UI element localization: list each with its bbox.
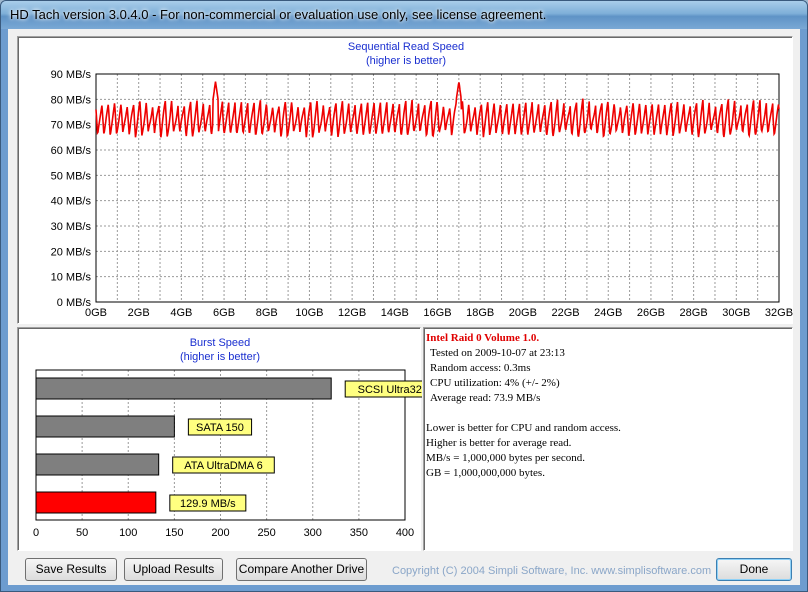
x-tick-label: 12GB (338, 307, 366, 319)
tested-on-text: Tested on 2009-10-07 at 23:13 (430, 347, 565, 359)
x-tick-label: 250 (257, 527, 275, 539)
burst-chart-title: Burst Speed (189, 337, 251, 349)
x-tick-label: 2GB (128, 307, 150, 319)
drive-name: Intel Raid 0 Volume 1.0. (426, 332, 540, 344)
note-lower-better: Lower is better for CPU and random acces… (426, 422, 621, 434)
x-tick-label: 14GB (381, 307, 409, 319)
y-tick-label: 20 MB/s (51, 246, 92, 258)
note-higher-better: Higher is better for average read. (426, 437, 572, 449)
x-tick-label: 32GB (765, 307, 793, 319)
y-tick-label: 40 MB/s (51, 196, 92, 208)
bar-label: 129.9 MB/s (180, 498, 236, 510)
x-tick-label: 100 (119, 527, 137, 539)
sequential-read-panel: Sequential Read Speed (higher is better)… (17, 36, 793, 324)
x-tick-label: 22GB (551, 307, 579, 319)
note-gb-definition: GB = 1,000,000,000 bytes. (426, 467, 545, 479)
title-bar[interactable]: HD Tach version 3.0.4.0 - For non-commer… (1, 1, 807, 29)
x-tick-label: 10GB (295, 307, 323, 319)
window-title: HD Tach version 3.0.4.0 - For non-commer… (10, 7, 547, 22)
bar-label-box (344, 380, 422, 398)
burst-chart-subtitle: (higher is better) (179, 351, 261, 363)
average-read-text: Average read: 73.9 MB/s (430, 392, 541, 404)
bar-label: ATA UltraDMA 6 (184, 460, 262, 472)
x-tick-label: 20GB (509, 307, 537, 319)
bar-label: SCSI Ultra320 (358, 384, 422, 396)
y-tick-label: 80 MB/s (51, 94, 92, 106)
sequential-chart-subtitle: (higher is better) (365, 55, 447, 67)
x-tick-label: 18GB (466, 307, 494, 319)
y-tick-label: 50 MB/s (51, 170, 92, 182)
x-tick-label: 28GB (680, 307, 708, 319)
y-tick-label: 60 MB/s (51, 145, 92, 157)
burst-bar (35, 415, 175, 438)
copyright-link[interactable]: Copyright (C) 2004 Simpli Software, Inc.… (392, 565, 712, 577)
bar-label: SATA 150 (196, 422, 244, 434)
burst-bar (35, 377, 332, 400)
x-tick-label: 50 (76, 527, 88, 539)
x-tick-label: 300 (304, 527, 322, 539)
x-tick-label: 16GB (423, 307, 451, 319)
y-tick-label: 90 MB/s (51, 69, 92, 81)
bar-label-box (187, 418, 253, 436)
cpu-utilization-text: CPU utilization: 4% (+/- 2%) (430, 377, 560, 389)
x-tick-label: 200 (211, 527, 229, 539)
x-tick-label: 0 (33, 527, 39, 539)
y-tick-label: 0 MB/s (57, 297, 92, 309)
burst-speed-panel: Burst Speed (higher is better) 0 50 100 150… (17, 327, 422, 551)
random-access-text: Random access: 0.3ms (430, 362, 531, 374)
y-tick-label: 30 MB/s (51, 221, 92, 233)
bar-label-box (169, 494, 247, 512)
plot-area-border (95, 73, 780, 303)
upload-results-button[interactable]: Upload Results (124, 558, 223, 581)
x-tick-label: 400 (396, 527, 414, 539)
note-mbs-definition: MB/s = 1,000,000 bytes per second. (426, 452, 585, 464)
save-results-button[interactable]: Save Results (25, 558, 117, 581)
done-button[interactable]: Done (716, 558, 792, 581)
sequential-read-series (95, 81, 780, 139)
x-tick-label: 26GB (637, 307, 665, 319)
x-tick-label: 350 (350, 527, 368, 539)
x-tick-label: 30GB (722, 307, 750, 319)
y-tick-label: 70 MB/s (51, 120, 92, 132)
y-tick-label: 10 MB/s (51, 272, 92, 284)
burst-speed-chart: 0 50 100 150 200 250 300 350 400 SCSI Ultra320 SAT… (33, 369, 422, 539)
x-tick-label: 6GB (213, 307, 235, 319)
x-tick-label: 0GB (85, 307, 107, 319)
x-tick-label: 8GB (256, 307, 278, 319)
x-tick-label: 150 (165, 527, 183, 539)
plot-area-border (35, 369, 406, 521)
sequential-read-chart: 0 MB/s 10 MB/s 20 MB/s 30 MB/s 40 MB/s 50 MB/… (51, 69, 793, 319)
bar-label-box (172, 456, 275, 474)
sequential-chart-title: Sequential Read Speed (347, 41, 465, 53)
burst-bar (35, 491, 157, 514)
client-area: Sequential Read Speed (higher is better)… (8, 29, 800, 585)
x-tick-label: 4GB (170, 307, 192, 319)
x-tick-label: 24GB (594, 307, 622, 319)
burst-bar (35, 453, 160, 476)
results-info-panel: Intel Raid 0 Volume 1.0. Tested on 2009-… (423, 327, 793, 551)
compare-another-drive-button[interactable]: Compare Another Drive (236, 558, 367, 581)
